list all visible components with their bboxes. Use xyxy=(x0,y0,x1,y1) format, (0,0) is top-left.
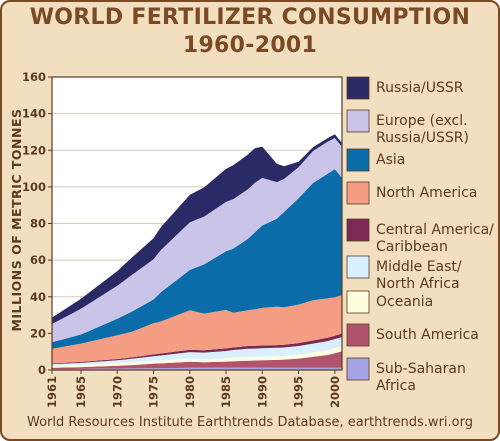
x-tick-label: 1980 xyxy=(183,376,197,408)
x-tick-label: 1965 xyxy=(74,376,88,408)
x-tick-label: 1970 xyxy=(110,376,124,408)
legend-swatch-sub-saharan-africa xyxy=(346,357,370,381)
y-tick-label: 160 xyxy=(22,70,46,84)
area-series-europe-excl-russia-ussr xyxy=(52,138,342,343)
legend: Russia/USSR Europe (excl. Russia/USSR) Asia… xyxy=(346,76,494,394)
legend-swatch-south-america xyxy=(346,323,370,347)
x-tick-label: 1995 xyxy=(292,376,306,408)
legend-label-europe-excl-russia-ussr: Europe (excl. Russia/USSR) xyxy=(376,113,469,146)
x-tick-label: 1961 xyxy=(45,376,59,408)
legend-label-central-america-caribbean: Central America/Caribbean xyxy=(376,222,494,255)
y-tick-label: 40 xyxy=(30,290,46,304)
legend-label-south-america: South America xyxy=(376,327,479,343)
legend-swatch-europe-excl-russia-ussr xyxy=(346,109,370,133)
x-tick-label: 1985 xyxy=(219,376,233,408)
area-series-middle-east-north-africa xyxy=(52,337,342,366)
area-series-group xyxy=(52,134,342,370)
legend-label-asia: Asia xyxy=(376,152,405,168)
x-tick-label: 1975 xyxy=(147,376,161,408)
plot-border xyxy=(51,76,343,371)
legend-swatch-oceania xyxy=(346,290,370,314)
legend-label-oceania: Oceania xyxy=(376,294,433,310)
area-series-oceania xyxy=(52,346,342,368)
y-tick-label: 0 xyxy=(38,363,46,377)
chart-title: WORLD FERTILIZER CONSUMPTION 1960-2001 xyxy=(2,4,498,60)
x-tick-label: 2000 xyxy=(328,376,342,408)
y-axis-label: MILLIONS OF METRIC TONNES xyxy=(9,108,24,331)
legend-label-russia-ussr: Russia/USSR xyxy=(376,80,464,96)
area-series-russia-ussr xyxy=(52,134,342,324)
y-tick-label: 80 xyxy=(30,217,46,231)
legend-swatch-central-america-caribbean xyxy=(346,218,370,242)
y-tick-label: 100 xyxy=(22,180,46,194)
y-tick-label: 20 xyxy=(30,326,46,340)
chart-title-line-2: 1960-2001 xyxy=(182,33,318,58)
legend-swatch-russia-ussr xyxy=(346,76,370,100)
chart-title-line-1: WORLD FERTILIZER CONSUMPTION xyxy=(29,5,471,30)
y-tick-label: 120 xyxy=(22,143,46,157)
legend-swatch-asia xyxy=(346,148,370,172)
x-axis-ticks: 1961 1965 1970 1975 1980 1985 1990 1995 2000 xyxy=(45,370,342,408)
legend-swatch-middle-east-north-africa xyxy=(346,255,370,279)
area-series-asia xyxy=(52,169,342,349)
area-series-north-america xyxy=(52,295,342,364)
y-tick-label: 140 xyxy=(22,107,46,121)
y-tick-label: 60 xyxy=(30,253,46,267)
legend-label-sub-saharan-africa: Sub-Saharan Africa xyxy=(376,361,466,394)
x-tick-label: 1990 xyxy=(255,376,269,408)
y-axis-ticks: 0 20 40 60 80 100 120 140 160 xyxy=(22,70,52,377)
legend-label-north-america: North America xyxy=(376,185,477,201)
legend-swatch-north-america xyxy=(346,181,370,205)
source-note: World Resources Institute Earthtrends Da… xyxy=(27,415,473,430)
area-series-south-america xyxy=(52,351,342,370)
legend-label-middle-east-north-africa: Middle East/North Africa xyxy=(376,259,462,292)
